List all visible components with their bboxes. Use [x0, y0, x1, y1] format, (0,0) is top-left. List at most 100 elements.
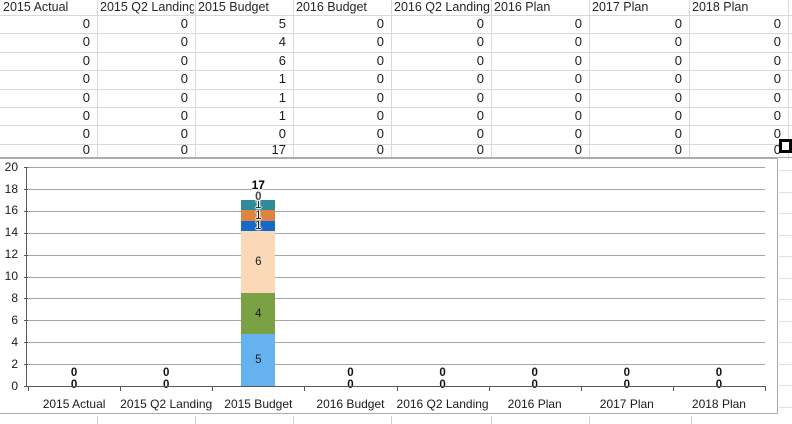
column-header[interactable]: 2015 Actual [3, 0, 69, 14]
bar-segment[interactable] [241, 220, 276, 231]
table-cell[interactable]: 0 [773, 16, 781, 31]
chart-gridline [28, 167, 765, 169]
table-cell[interactable]: 0 [574, 71, 582, 87]
table-cell[interactable]: 0 [376, 89, 384, 105]
bar-segment-label: 6 [255, 256, 262, 268]
table-cell[interactable]: 0 [674, 143, 682, 157]
sheet-row-gridline [779, 406, 792, 408]
table-cell[interactable]: 0 [376, 52, 384, 68]
table-cell[interactable]: 0 [82, 89, 90, 105]
column-header[interactable]: 2016 Budget [296, 0, 367, 14]
table-cell[interactable]: 0 [180, 89, 188, 105]
table-cell[interactable]: 0 [476, 108, 484, 123]
bar-segment[interactable] [241, 200, 276, 211]
x-axis-tick [580, 386, 582, 391]
table-cell[interactable]: 0 [376, 126, 384, 142]
table-cell[interactable]: 0 [574, 143, 582, 157]
column-header[interactable]: 2015 Budget [198, 0, 269, 14]
table-cell[interactable]: 0 [180, 108, 188, 123]
table-cell[interactable]: 0 [82, 16, 90, 31]
table-column-separator [788, 0, 789, 157]
table-cell[interactable]: 6 [278, 52, 286, 68]
table-cell[interactable]: 0 [82, 143, 90, 157]
column-header[interactable]: 2018 Plan [692, 0, 749, 14]
table-cell[interactable]: 0 [376, 16, 384, 31]
column-header[interactable]: 2016 Q2 Landing [394, 0, 490, 14]
table-cell[interactable]: 0 [376, 71, 384, 87]
table-cell[interactable]: 0 [180, 126, 188, 142]
table-cell[interactable]: 0 [674, 34, 682, 50]
sheet-row-gridline [779, 363, 792, 365]
table-cell[interactable]: 0 [376, 108, 384, 123]
table-cell[interactable]: 0 [476, 34, 484, 50]
chart-gridline [28, 298, 765, 300]
table-cell[interactable]: 0 [773, 126, 781, 142]
table-cell[interactable]: 0 [574, 126, 582, 142]
table-cell[interactable]: 0 [574, 89, 582, 105]
table-cell[interactable]: 0 [476, 126, 484, 142]
table-cell[interactable]: 0 [773, 143, 781, 157]
zero-data-label: 0 [715, 367, 723, 379]
table-cell[interactable]: 0 [574, 52, 582, 68]
table-cell[interactable]: 0 [376, 143, 384, 157]
table-cell[interactable]: 0 [574, 34, 582, 50]
bar-segment[interactable] [241, 293, 276, 335]
table-cell[interactable]: 0 [773, 34, 781, 50]
table-column-separator [689, 0, 690, 157]
table-cell[interactable]: 0 [376, 34, 384, 50]
table-cell[interactable]: 0 [180, 16, 188, 31]
table-cell[interactable]: 1 [278, 71, 286, 87]
x-axis-category-label: 2015 Q2 Landing [120, 397, 213, 411]
bar-segment[interactable] [241, 334, 276, 386]
column-header[interactable]: 2016 Plan [494, 0, 551, 14]
sheet-column-gridline [691, 416, 692, 424]
column-header[interactable]: 2017 Plan [592, 0, 649, 14]
x-axis-category-label: 2016 Plan [507, 397, 562, 411]
table-cell[interactable]: 0 [278, 126, 286, 142]
table-cell[interactable]: 0 [773, 71, 781, 87]
table-cell[interactable]: 0 [180, 143, 188, 157]
bar-segment[interactable] [241, 231, 276, 293]
table-cell[interactable]: 0 [674, 126, 682, 142]
table-cell[interactable]: 0 [674, 108, 682, 123]
table-cell[interactable]: 0 [476, 89, 484, 105]
table-cell[interactable]: 0 [574, 16, 582, 31]
table-cell[interactable]: 4 [278, 34, 286, 50]
table-cell[interactable]: 0 [773, 89, 781, 105]
table-cell[interactable]: 0 [180, 52, 188, 68]
table-cell[interactable]: 0 [82, 126, 90, 142]
table-cell[interactable]: 0 [476, 16, 484, 31]
table-cell[interactable]: 0 [674, 89, 682, 105]
table-cell[interactable]: 0 [476, 71, 484, 87]
stacked-bar-chart[interactable]: 0 2 4 6 8 10 12 14 16 18 20 0 0 2015 Actual 0 0 2015 Q2 … [0, 158, 778, 414]
table-cell[interactable]: 17 [271, 143, 286, 157]
table-cell[interactable]: 0 [674, 16, 682, 31]
table-cell[interactable]: 0 [476, 52, 484, 68]
table-cell[interactable]: 0 [180, 71, 188, 87]
bar-segment[interactable] [241, 210, 276, 221]
table-cell[interactable]: 0 [82, 34, 90, 50]
table-cell[interactable]: 0 [82, 71, 90, 87]
table-cell[interactable]: 0 [82, 108, 90, 123]
zero-data-label: 0 [531, 367, 538, 379]
table-cell[interactable]: 0 [674, 71, 682, 87]
table-cell[interactable]: 5 [278, 16, 286, 31]
table-cell[interactable]: 0 [574, 108, 582, 123]
table-cell[interactable]: 1 [278, 108, 286, 123]
table-cell[interactable]: 0 [82, 52, 90, 68]
table-row-separator [0, 70, 792, 72]
sheet-row-gridline [779, 342, 792, 343]
table-column-separator [97, 0, 98, 157]
table-cell[interactable]: 0 [773, 108, 781, 123]
column-header[interactable]: 2015 Q2 Landing [100, 0, 194, 14]
zero-data-label: 0 [439, 367, 446, 379]
x-axis-tick [28, 386, 29, 391]
table-cell[interactable]: 0 [674, 52, 682, 68]
table-cell[interactable]: 0 [476, 143, 484, 157]
table-cell[interactable]: 0 [180, 34, 188, 50]
table-cell[interactable]: 0 [773, 52, 781, 68]
sheet-row-gridline [779, 213, 792, 214]
sheet-row-gridline [779, 277, 792, 279]
table-row-separator [0, 107, 792, 108]
table-cell[interactable]: 1 [278, 89, 286, 105]
